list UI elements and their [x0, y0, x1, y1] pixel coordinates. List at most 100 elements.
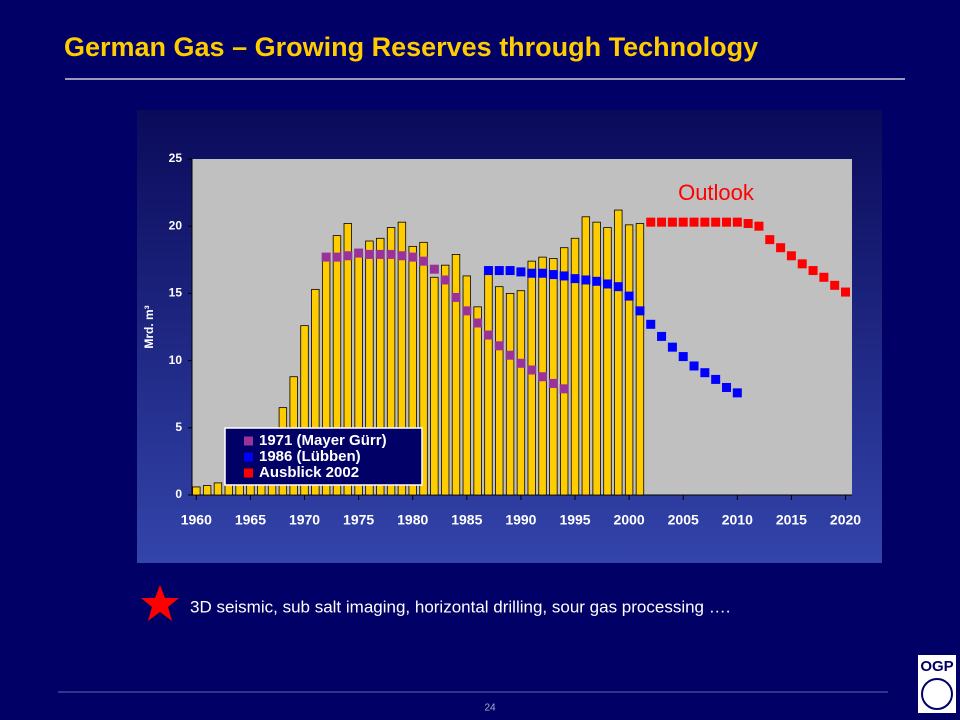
x-tick-label: 2020 — [830, 512, 861, 528]
forecast-marker — [332, 252, 342, 262]
y-axis-label: Mrd. m³ — [142, 305, 156, 348]
forecast-marker — [570, 274, 580, 284]
bar — [311, 288, 320, 496]
forecast-marker — [754, 221, 764, 231]
legend-swatch — [244, 452, 253, 462]
x-tick-label: 1965 — [235, 512, 266, 528]
x-tick-label: 1985 — [451, 512, 482, 528]
forecast-marker — [841, 287, 851, 297]
forecast-marker — [700, 217, 710, 227]
forecast-marker — [548, 378, 558, 388]
forecast-marker — [505, 266, 515, 276]
forecast-marker — [386, 249, 396, 259]
forecast-marker — [743, 219, 753, 229]
forecast-marker — [559, 271, 569, 281]
x-tick-label: 2000 — [614, 512, 645, 528]
chart: 0 5 10 15 20 25 1960 1965 1970 1975 1980 1985 1990 19… — [142, 151, 861, 528]
bar — [495, 286, 504, 496]
forecast-marker — [635, 306, 645, 316]
forecast-marker — [516, 267, 526, 277]
forecast-marker — [505, 350, 515, 360]
footnote: 3D seismic, sub salt imaging, horizontal… — [190, 597, 730, 616]
y-tick-label: 25 — [169, 151, 183, 165]
logo-globe — [921, 678, 953, 710]
bar — [376, 237, 385, 496]
bar — [635, 223, 645, 496]
bar — [560, 247, 569, 496]
bar — [300, 325, 309, 496]
star-icon — [141, 585, 179, 621]
x-tick-label: 1960 — [181, 512, 212, 528]
forecast-marker — [494, 341, 504, 351]
legend-label: 1986 (Lübben) — [259, 448, 361, 465]
forecast-marker — [721, 382, 731, 392]
x-tick-label: 1970 — [289, 512, 320, 528]
forecast-marker — [483, 266, 493, 276]
forecast-marker — [613, 282, 623, 292]
forecast-marker — [354, 248, 364, 258]
forecast-marker — [429, 264, 439, 274]
forecast-marker — [602, 279, 612, 289]
forecast-marker — [657, 217, 667, 227]
forecast-marker — [721, 217, 731, 227]
bar — [365, 240, 374, 496]
bar — [624, 224, 634, 496]
bar — [213, 482, 223, 496]
bar — [473, 306, 482, 496]
bar — [484, 272, 493, 496]
forecast-marker — [689, 361, 699, 371]
bar — [332, 235, 342, 496]
bar — [505, 292, 515, 496]
x-tick-label: 2010 — [722, 512, 753, 528]
forecast-marker — [667, 217, 677, 227]
forecast-marker — [538, 372, 548, 382]
forecast-marker — [483, 330, 493, 340]
bar — [440, 264, 450, 496]
forecast-marker — [732, 217, 742, 227]
bar — [516, 290, 526, 496]
bar — [549, 258, 558, 496]
forecast-marker — [678, 352, 688, 362]
forecast-marker — [419, 256, 429, 266]
forecast-marker — [494, 266, 504, 276]
bar — [462, 275, 472, 496]
forecast-marker — [462, 306, 472, 316]
forecast-marker — [527, 268, 537, 278]
forecast-marker — [527, 365, 537, 375]
bar — [614, 209, 623, 496]
forecast-marker — [375, 249, 385, 259]
forecast-marker — [321, 252, 331, 262]
bar — [430, 276, 439, 496]
x-tick-label: 2015 — [776, 512, 807, 528]
slide-title: German Gas – Growing Reserves through Te… — [64, 32, 758, 62]
forecast-marker — [581, 275, 591, 285]
bar — [592, 221, 601, 496]
forecast-marker — [657, 331, 667, 341]
forecast-marker — [646, 319, 656, 329]
forecast-marker — [473, 318, 483, 328]
bar — [397, 221, 407, 496]
forecast-marker — [538, 268, 548, 278]
bar — [451, 254, 461, 496]
legend-swatch — [244, 436, 253, 446]
forecast-marker — [711, 374, 721, 384]
forecast-marker — [624, 291, 634, 301]
forecast-marker — [408, 252, 418, 262]
legend-box — [224, 427, 423, 486]
forecast-marker — [689, 217, 699, 227]
y-tick-label: 20 — [169, 218, 183, 232]
x-tick-label: 1995 — [559, 512, 590, 528]
y-tick-label: 10 — [169, 353, 183, 367]
forecast-marker — [667, 342, 677, 352]
bar — [192, 486, 201, 496]
forecast-marker — [786, 251, 796, 261]
bar — [386, 227, 396, 496]
forecast-marker — [765, 235, 775, 245]
bar — [419, 241, 428, 496]
forecast-marker — [776, 243, 786, 253]
legend-label: Ausblick 2002 — [259, 464, 359, 481]
y-tick-label: 15 — [169, 286, 183, 300]
forecast-marker — [440, 275, 450, 285]
forecast-marker — [559, 384, 569, 394]
